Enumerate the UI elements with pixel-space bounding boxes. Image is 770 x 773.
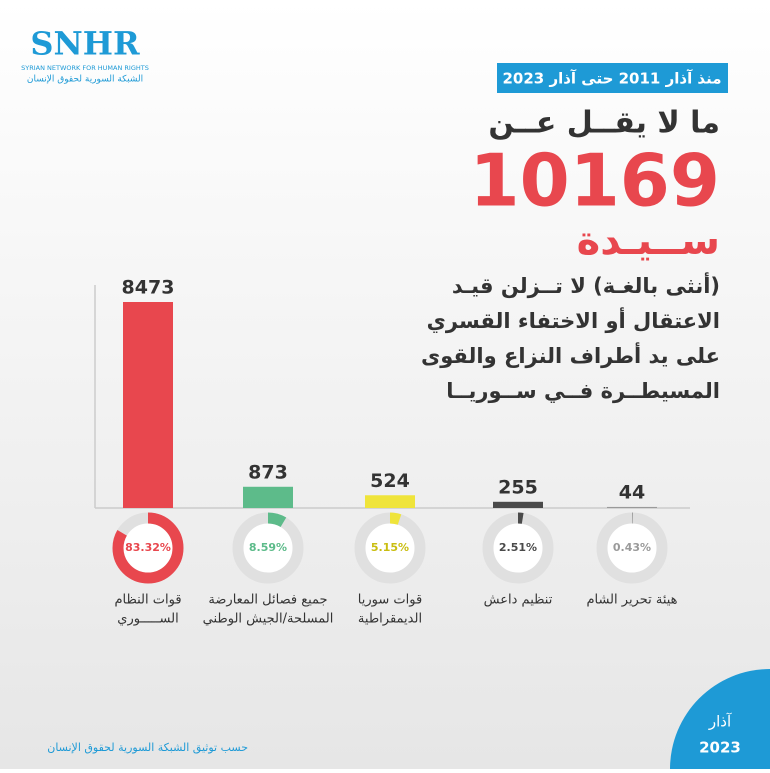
donut-arc	[354, 512, 426, 584]
value-label: 873	[248, 461, 288, 483]
description-line: على يد أطراف النزاع والقوى	[421, 341, 720, 368]
category-label: تنظيم داعش	[484, 593, 553, 608]
badge-text: منذ آذار 2011 حتى آذار 2023	[502, 70, 721, 88]
donut-arc	[482, 512, 554, 584]
category-label: المسلحة/الجيش الوطني	[203, 612, 334, 627]
category-label: قوات سوريا	[358, 593, 422, 608]
bar	[607, 506, 657, 508]
corner-month: آذار	[708, 713, 732, 731]
category-label: الســـــوري	[117, 612, 178, 627]
value-label: 255	[498, 476, 538, 498]
logo-arabic: الشبكة السورية لحقوق الإنسان	[27, 75, 143, 85]
description-line: المسيطــرة فــي ســوريــا	[446, 379, 720, 403]
noun: ســيـدة	[577, 218, 720, 264]
bar	[123, 302, 173, 508]
corner	[670, 669, 770, 769]
value-label: 524	[370, 470, 410, 492]
share-label: 83.32%	[125, 541, 171, 554]
donut-arc	[112, 512, 184, 584]
category-label: هيئة تحرير الشام	[586, 593, 677, 608]
value-label: 8473	[122, 277, 175, 299]
value-label: 44	[619, 481, 645, 503]
category-label: جميع فصائل المعارضة	[208, 593, 327, 608]
lead: ما لا يقــل عــن	[488, 106, 720, 141]
description-line: (أنثى بالغـة) لا تــزلن قيـد	[452, 271, 720, 298]
corner-year: 2023	[699, 739, 741, 757]
badge	[497, 63, 728, 93]
share-label: 2.51%	[499, 541, 537, 554]
share-label: 0.43%	[613, 541, 651, 554]
donut-arc	[596, 512, 668, 584]
bar	[365, 495, 415, 508]
category-label: الديمقراطية	[358, 612, 422, 627]
total: 10169	[470, 139, 721, 223]
share-label: 8.59%	[249, 541, 287, 554]
share-label: 5.15%	[371, 541, 409, 554]
logo-english: SYRIAN NETWORK FOR HUMAN RIGHTS	[21, 64, 149, 72]
logo-name: SNHR	[30, 25, 140, 63]
category-label: قوات النظام	[114, 593, 181, 608]
bar	[243, 486, 293, 508]
description-line: الاعتقال أو الاختفاء القسري	[427, 306, 720, 334]
donut-arc	[232, 512, 304, 584]
source: حسب توثيق الشبكة السورية لحقوق الإنسان	[47, 741, 248, 755]
bar	[493, 501, 543, 508]
